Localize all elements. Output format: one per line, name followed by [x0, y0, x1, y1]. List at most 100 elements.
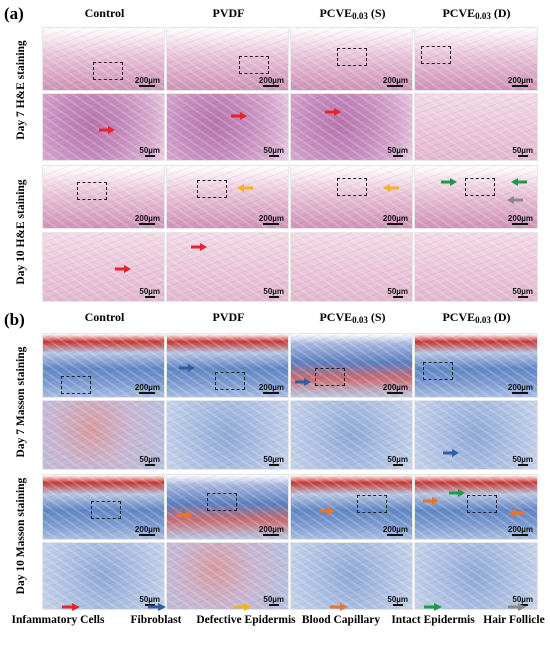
roi-box: [337, 48, 367, 66]
micrograph-masson-day10-pcve-s-low: 200µm: [290, 474, 413, 540]
roi-box: [315, 368, 345, 386]
column-header-control-a: Control: [84, 6, 125, 20]
scale-bar: 200µm: [134, 76, 160, 87]
scale-bar: 200µm: [258, 76, 284, 87]
defective-epidermis-arrow-icon: [383, 184, 399, 192]
micrograph-masson-day10-pcve-d-high: 50µm: [414, 542, 538, 610]
scale-bar: 50µm: [512, 287, 533, 298]
roi-box: [357, 495, 387, 513]
scale-bar: 50µm: [263, 595, 284, 606]
legend-label-hair-follicle: Hair Follicle: [483, 614, 545, 626]
micrograph-he-day10-control-low: 200µm: [42, 165, 165, 229]
blood-capillary-arrow-icon: [423, 497, 439, 505]
roi-box: [423, 362, 453, 380]
column-header-pcve-d-b: PCVE0.03 (D): [442, 310, 511, 325]
scale-bar: 200µm: [258, 214, 284, 225]
fibroblast-arrow-icon: [443, 449, 459, 457]
micrograph-he-day10-pvdf-high: 50µm: [166, 232, 289, 302]
row-label-day7-he: Day 7 H&E staining: [15, 40, 27, 140]
micrograph-masson-day7-pvdf-low: 200µm: [166, 333, 289, 398]
legend-label-blood-capillary: Blood Capillary: [301, 614, 381, 626]
micrograph-he-day7-pvdf-high: 50µm: [166, 93, 289, 161]
column-header-pcve-s-b: PCVE0.03 (S): [319, 310, 386, 325]
micrograph-he-day7-pcve-s-high: 50µm: [290, 93, 413, 161]
column-header-control-b: Control: [84, 310, 125, 324]
micrograph-he-day10-pcve-d-low: 200µm: [414, 165, 538, 229]
scale-bar: 200µm: [507, 383, 533, 394]
legend-fibroblast-arrow-icon: [148, 603, 166, 611]
scale-bar: 200µm: [507, 76, 533, 87]
legend-defective-epidermis-arrow-icon: [234, 603, 252, 611]
micrograph-he-day7-pcve-d-high: 50µm: [414, 93, 538, 161]
inflammatory-cells-arrow-icon: [325, 108, 341, 116]
scale-bar: 50µm: [263, 287, 284, 298]
roi-box: [239, 56, 269, 74]
row-label-day10-he: Day 10 H&E staining: [15, 179, 27, 285]
legend-hair-follicle-arrow-icon: [508, 603, 526, 611]
blood-capillary-arrow-icon: [319, 507, 335, 515]
legend-label-fibroblast: Fibroblast: [130, 614, 182, 626]
scale-bar: 50µm: [387, 287, 408, 298]
micrograph-masson-day7-control-low: 200µm: [42, 333, 165, 398]
column-header-pvdf-a: PVDF: [212, 6, 245, 20]
scale-bar: 50µm: [263, 146, 284, 157]
column-header-pvdf-b: PVDF: [212, 310, 245, 324]
micrograph-he-day7-pcve-s-low: 200µm: [290, 27, 413, 91]
roi-box: [197, 180, 227, 198]
scale-bar: 200µm: [382, 76, 408, 87]
micrograph-masson-day7-pcve-s-low: 200µm: [290, 333, 413, 398]
micrograph-masson-day10-pvdf-low: 200µm: [166, 474, 289, 540]
scale-bar: 50µm: [139, 595, 160, 606]
fibroblast-arrow-icon: [179, 364, 195, 372]
scale-bar: 50µm: [139, 287, 160, 298]
scale-bar: 50µm: [139, 455, 160, 466]
inflammatory-cells-arrow-icon: [231, 112, 247, 120]
panel-label-b: (b): [4, 310, 25, 329]
micrograph-masson-day10-pcve-s-high: 50µm: [290, 542, 413, 610]
legend-label-defective-epidermis: Defective Epidermis: [196, 614, 296, 626]
scale-bar: 200µm: [507, 525, 533, 536]
scale-bar: 200µm: [134, 525, 160, 536]
scale-bar: 200µm: [507, 214, 533, 225]
roi-box: [207, 493, 237, 511]
inflammatory-cells-arrow-icon: [99, 126, 115, 134]
roi-box: [421, 46, 451, 64]
legend-label-inflammatory-cells: Infammatory Cells: [11, 614, 105, 626]
legend-intact-epidermis-arrow-icon: [424, 603, 442, 611]
micrograph-he-day10-pcve-s-high: 50µm: [290, 232, 413, 302]
micrograph-he-day10-pcve-d-high: 50µm: [414, 232, 538, 302]
scale-bar: 50µm: [387, 595, 408, 606]
roi-box: [77, 182, 107, 200]
scale-bar: 200µm: [382, 525, 408, 536]
micrograph-he-day7-pvdf-low: 200µm: [166, 27, 289, 91]
scale-bar: 200µm: [258, 383, 284, 394]
intact-epidermis-arrow-icon: [511, 178, 527, 186]
intact-epidermis-arrow-icon: [441, 178, 457, 186]
roi-box: [337, 178, 367, 196]
micrograph-masson-day7-control-high: 50µm: [42, 400, 165, 470]
micrograph-he-day10-pcve-s-low: 200µm: [290, 165, 413, 229]
micrograph-masson-day10-pcve-d-low: 200µm: [414, 474, 538, 540]
hair-follicle-arrow-icon: [507, 196, 523, 204]
panel-label-a: (a): [4, 4, 24, 23]
legend-blood-capillary-arrow-icon: [330, 603, 348, 611]
micrograph-masson-day7-pcve-s-high: 50µm: [290, 400, 413, 470]
micrograph-he-day7-control-low: 200µm: [42, 27, 165, 91]
legend-label-intact-epidermis: Intact Epidermis: [391, 614, 475, 626]
scale-bar: 200µm: [382, 383, 408, 394]
scale-bar: 50µm: [512, 146, 533, 157]
legend-inflammatory-cells-arrow-icon: [62, 603, 80, 611]
micrograph-masson-day10-pvdf-high: 50µm: [166, 542, 289, 610]
scale-bar: 200µm: [258, 525, 284, 536]
scale-bar: 50µm: [512, 595, 533, 606]
micrograph-he-day7-control-high: 50µm: [42, 93, 165, 161]
blood-capillary-arrow-icon: [509, 509, 525, 517]
micrograph-masson-day7-pcve-d-high: 50µm: [414, 400, 538, 470]
roi-box: [93, 62, 123, 80]
roi-box: [467, 495, 497, 513]
scale-bar: 50µm: [139, 146, 160, 157]
roi-box: [215, 372, 245, 390]
scale-bar: 200µm: [134, 214, 160, 225]
roi-box: [91, 501, 121, 519]
column-header-pcve-s-a: PCVE0.03 (S): [319, 6, 386, 21]
